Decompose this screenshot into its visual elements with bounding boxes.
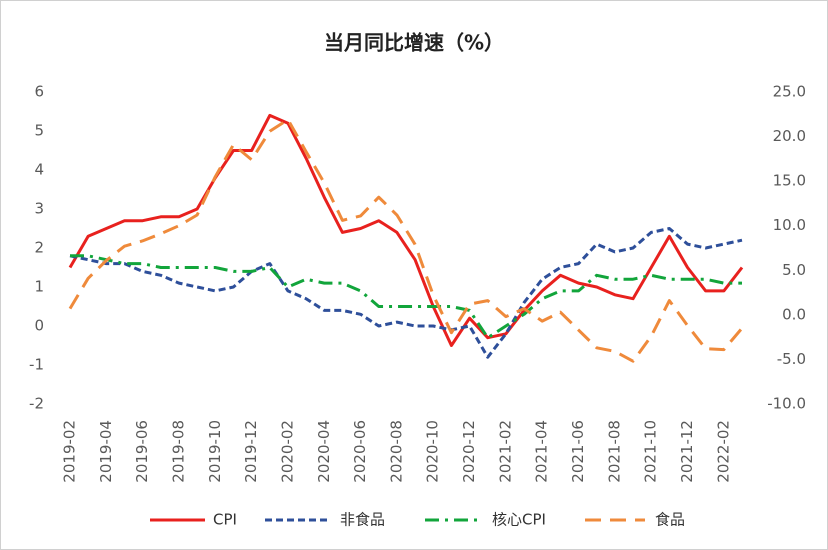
x-tick-label: 2020-06 <box>351 420 369 483</box>
y-tick-label: -2 <box>29 395 44 413</box>
legend-label: 食品 <box>655 511 685 529</box>
y2-tick-label: -10.0 <box>767 395 806 413</box>
y-tick-label: 1 <box>34 278 44 296</box>
y-tick-label: 6 <box>34 83 44 101</box>
series-line <box>68 113 744 347</box>
legend-label: CPI <box>213 511 237 529</box>
y-tick-label: 3 <box>34 200 44 218</box>
series-line <box>70 254 742 340</box>
y-tick-label: -1 <box>29 356 44 374</box>
x-tick-label: 2022-02 <box>714 420 732 483</box>
x-tick-label: 2021-04 <box>533 420 551 483</box>
x-tick-label: 2019-02 <box>61 420 79 483</box>
y2-tick-label: 25.0 <box>773 83 806 101</box>
x-tick-label: 2021-10 <box>642 420 660 483</box>
x-tick-label: 2019-10 <box>206 420 224 483</box>
x-tick-label: 2021-08 <box>605 420 623 483</box>
x-tick-label: 2019-06 <box>133 420 151 483</box>
y2-tick-label: 15.0 <box>773 172 806 190</box>
series-line <box>69 227 743 359</box>
y2-tick-label: 5.0 <box>782 261 806 279</box>
x-tick-label: 2021-12 <box>678 420 696 483</box>
y-tick-label: 5 <box>34 122 44 140</box>
y2-tick-label: 10.0 <box>773 216 806 234</box>
y2-tick-label: 0.0 <box>782 305 806 323</box>
series-line <box>68 118 744 363</box>
x-tick-label: 2020-04 <box>315 420 333 483</box>
x-tick-label: 2019-12 <box>242 420 260 483</box>
x-tick-label: 2021-02 <box>496 420 514 483</box>
y-tick-label: 2 <box>34 239 44 257</box>
legend-label: 非食品 <box>340 511 385 529</box>
y2-tick-label: -5.0 <box>777 350 806 368</box>
x-tick-label: 2020-08 <box>387 420 405 483</box>
x-tick-label: 2020-02 <box>278 420 296 483</box>
y-tick-label: 4 <box>34 161 44 179</box>
x-tick-label: 2020-10 <box>424 420 442 483</box>
x-tick-label: 2020-12 <box>460 420 478 483</box>
y2-tick-label: 20.0 <box>773 127 806 145</box>
y-tick-label: 0 <box>34 317 44 335</box>
x-tick-label: 2019-08 <box>169 420 187 483</box>
x-tick-label: 2019-04 <box>97 420 115 483</box>
x-tick-label: 2021-06 <box>569 420 587 483</box>
chart-title: 当月同比增速（%） <box>324 31 504 55</box>
legend-label: 核心CPI <box>492 511 546 529</box>
